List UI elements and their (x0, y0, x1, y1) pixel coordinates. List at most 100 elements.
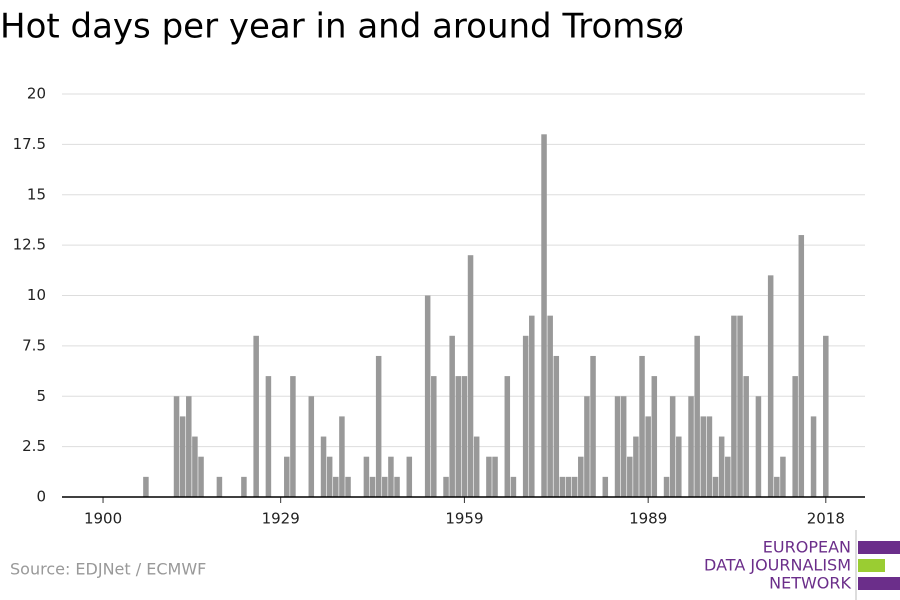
y-tick-label: 15 (27, 185, 46, 203)
bar (633, 436, 639, 497)
bar (590, 355, 596, 497)
logo-bar (858, 577, 900, 590)
bar (192, 436, 198, 497)
logo-bar (858, 541, 900, 554)
bar (443, 476, 449, 497)
bar (455, 376, 462, 497)
bar (375, 355, 382, 497)
x-tick-label: 1929 (262, 510, 300, 528)
source: Source: EDJNet / ECMWF (10, 560, 206, 579)
x-tick-label: 1959 (445, 510, 483, 528)
y-tick-label: 17.5 (13, 135, 46, 153)
bar (461, 376, 468, 497)
y-tick-label: 10 (27, 286, 46, 304)
bar (743, 376, 749, 497)
bar (382, 476, 388, 497)
bar (706, 416, 713, 497)
bar (241, 476, 247, 497)
bar (780, 456, 786, 497)
logo: EUROPEAN DATA JOURNALISM NETWORK (704, 530, 900, 600)
bar (179, 416, 186, 497)
x-tick-label: 2018 (807, 510, 845, 528)
bar (737, 315, 743, 497)
bar (424, 295, 431, 497)
x-tick-label: 1989 (629, 510, 667, 528)
logo-text: NETWORK (769, 574, 851, 593)
bar (492, 456, 498, 497)
bar (663, 476, 670, 497)
bar (504, 376, 511, 497)
bar (253, 335, 259, 497)
bar (731, 315, 737, 497)
bar (406, 456, 413, 497)
bar (369, 476, 376, 497)
y-tick-label: 2.5 (22, 437, 46, 455)
bar (284, 456, 290, 497)
bar (363, 456, 370, 497)
bar (676, 436, 682, 497)
bar (473, 436, 480, 497)
logo-text: DATA JOURNALISM (704, 556, 851, 575)
bar (449, 335, 455, 497)
logo-text: EUROPEAN (763, 538, 851, 557)
y-tick-label: 7.5 (22, 336, 46, 354)
bar (173, 396, 180, 497)
bar (333, 476, 339, 497)
bar (694, 335, 700, 497)
bar (541, 134, 547, 498)
bar (639, 355, 645, 497)
bar (559, 476, 566, 497)
bar (529, 315, 535, 497)
y-tick-label: 0 (36, 488, 46, 506)
bar (712, 476, 719, 497)
bar (522, 335, 529, 497)
bar (810, 416, 817, 497)
bar (823, 335, 829, 497)
bar (326, 456, 333, 497)
bar (584, 396, 590, 497)
bar (186, 396, 192, 497)
bar (767, 275, 774, 497)
bar (627, 456, 633, 497)
bar (216, 476, 223, 497)
bar (394, 476, 400, 497)
bar (792, 376, 798, 497)
bar (774, 476, 780, 497)
bar (755, 396, 762, 497)
bar (614, 396, 621, 497)
bar (798, 235, 805, 498)
bar (388, 456, 394, 497)
bar (553, 355, 560, 497)
bar (290, 376, 296, 497)
bar (308, 396, 315, 497)
bar (339, 416, 345, 497)
bar (669, 396, 676, 497)
bar (431, 376, 437, 497)
bar (486, 456, 492, 497)
bar (320, 436, 327, 497)
y-tick-label: 20 (27, 85, 46, 103)
bar (345, 476, 351, 497)
bar (688, 396, 694, 497)
y-tick-label: 12.5 (13, 236, 46, 254)
bar (510, 476, 517, 497)
bar (143, 476, 149, 497)
bar (467, 255, 474, 497)
bar (571, 476, 578, 497)
bar (602, 476, 609, 497)
y-tick-label: 5 (36, 387, 46, 405)
bar (198, 456, 204, 497)
bar (725, 456, 731, 497)
bar (718, 436, 725, 497)
logo-bar (858, 559, 885, 572)
bar (645, 416, 651, 497)
x-tick-label: 1900 (84, 510, 122, 528)
bar (265, 376, 272, 497)
chart-title: Hot days per year in and around Tromsø (0, 7, 684, 47)
bar (578, 456, 584, 497)
bar (651, 376, 658, 497)
bar (700, 416, 707, 497)
bar (547, 315, 553, 497)
bar (565, 476, 572, 497)
